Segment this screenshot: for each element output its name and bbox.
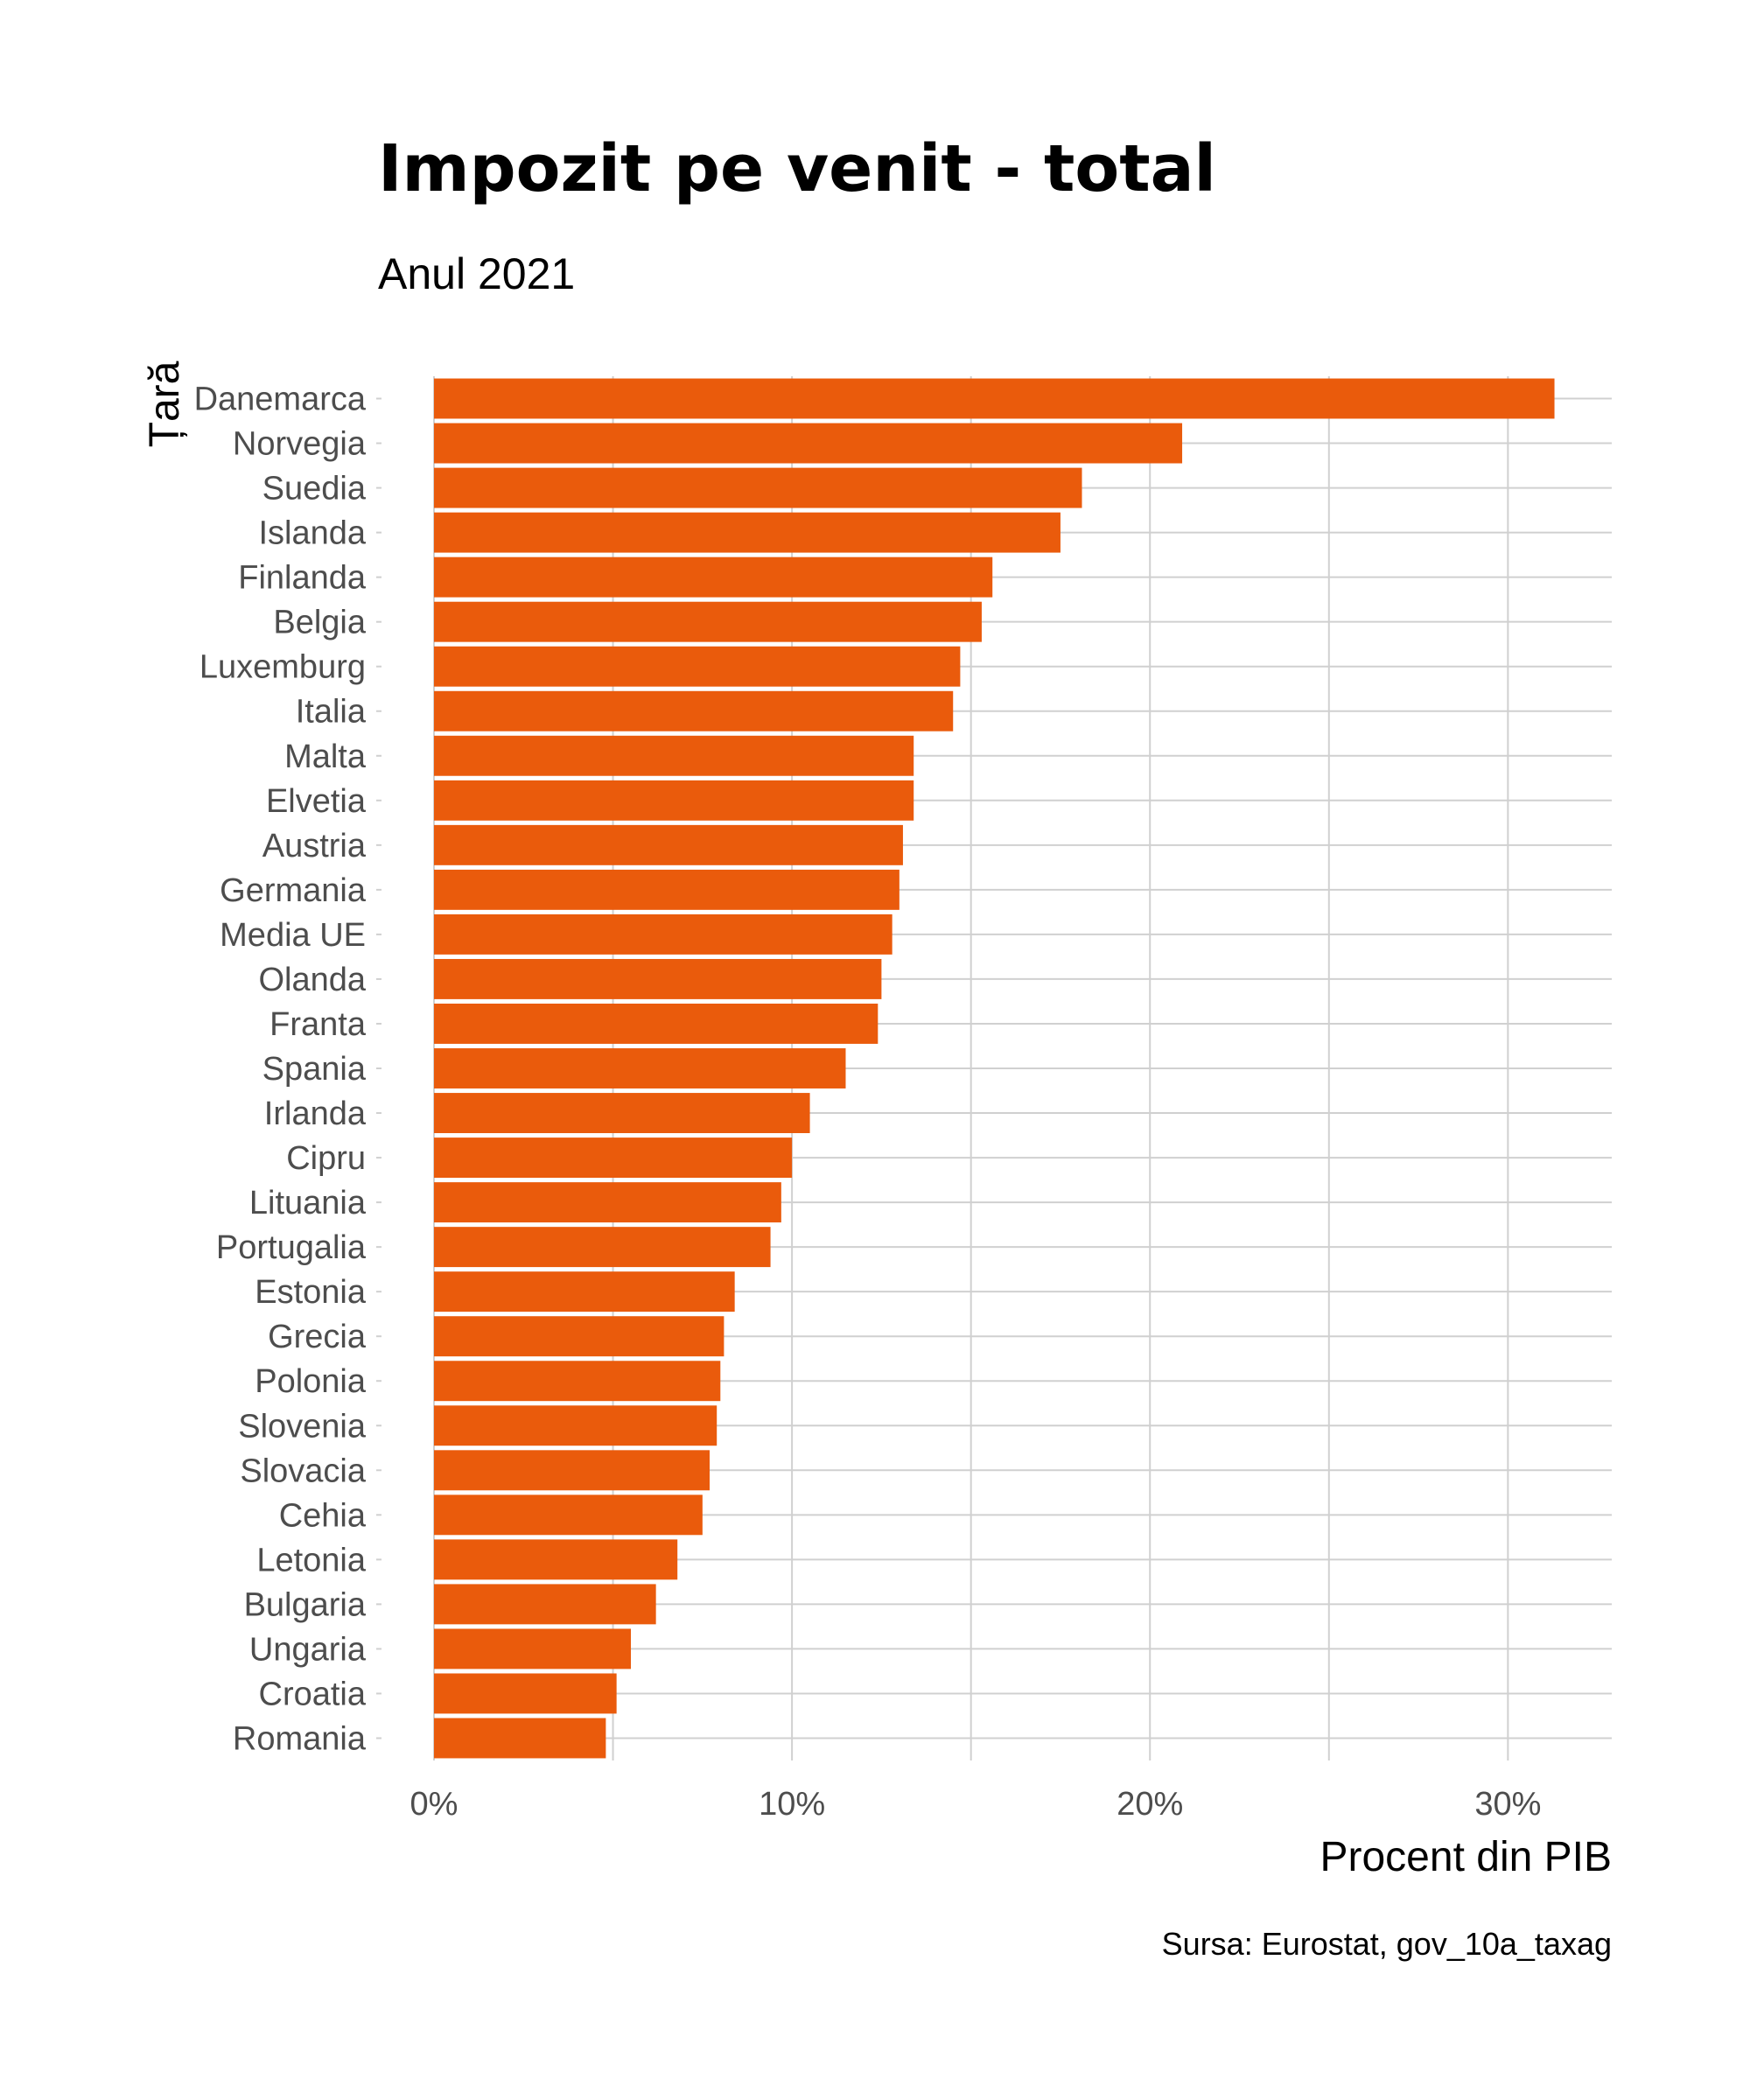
y-axis-title: Țară	[142, 360, 188, 447]
bar	[434, 1718, 606, 1759]
bar	[434, 646, 961, 687]
y-tick-label: Italia	[296, 694, 367, 731]
bar	[434, 1494, 703, 1536]
bar	[434, 1361, 721, 1402]
bar	[434, 512, 1060, 553]
y-tick-label: Lituania	[249, 1185, 367, 1222]
y-tick-label: Suedia	[262, 471, 367, 508]
bar	[434, 1539, 678, 1580]
y-tick-label: Olanda	[258, 962, 366, 998]
y-tick-label: Elvetia	[266, 783, 367, 820]
chart-title: Impozit pe venit - total	[378, 131, 1216, 206]
bar	[434, 1093, 810, 1133]
x-tick-label: 0%	[410, 1786, 458, 1823]
bar	[434, 1138, 793, 1179]
y-tick-label: Grecia	[268, 1319, 367, 1355]
bar	[434, 1628, 632, 1670]
y-tick-label: Slovacia	[240, 1452, 366, 1489]
bar	[434, 869, 900, 910]
y-tick-label: Slovenia	[238, 1408, 367, 1445]
y-tick-label: Spania	[262, 1051, 367, 1088]
y-tick-label: Bulgaria	[244, 1586, 367, 1623]
bar	[434, 601, 982, 642]
bar	[434, 1182, 781, 1223]
y-tick-label: Croatia	[259, 1676, 367, 1712]
bar	[434, 378, 1555, 419]
chart-subtitle: Anul 2021	[378, 249, 575, 298]
y-tick-label: Irlanda	[264, 1096, 367, 1132]
bar	[434, 914, 892, 955]
y-tick-label: Letonia	[256, 1542, 367, 1578]
bar	[434, 1450, 710, 1491]
y-tick-label: Luxemburg	[200, 649, 366, 686]
y-tick-label: Islanda	[258, 515, 366, 552]
bar	[434, 423, 1183, 464]
bar	[434, 690, 954, 732]
bar	[434, 735, 914, 776]
y-tick-label: Media UE	[220, 917, 366, 954]
y-tick-label: Romania	[233, 1720, 367, 1757]
y-tick-label: Cipru	[286, 1140, 366, 1177]
x-tick-label: 30%	[1474, 1786, 1541, 1823]
bar	[434, 1004, 878, 1044]
bar	[434, 1673, 617, 1714]
x-axis-title: Procent din PIB	[1320, 1834, 1612, 1880]
bar	[434, 467, 1082, 508]
bar	[434, 1584, 656, 1625]
bar	[434, 958, 882, 999]
chart-caption: Sursa: Eurostat, gov_10a_taxag	[1162, 1926, 1612, 1962]
y-tick-label: Cehia	[279, 1497, 367, 1534]
y-tick-label: Austria	[262, 828, 367, 864]
y-tick-labels: Danemarca Norvegia Suedia Islanda Finlanda Be…	[194, 382, 367, 1758]
bar	[434, 1316, 724, 1357]
y-tick-label: Finlanda	[238, 560, 367, 597]
y-tick-label: Ungaria	[249, 1631, 367, 1668]
x-tick-label: 10%	[759, 1786, 825, 1823]
bars	[434, 378, 1555, 1759]
y-tick-label: Malta	[284, 738, 367, 775]
bar	[434, 780, 914, 821]
y-tick-label: Germania	[220, 872, 367, 909]
bar	[434, 556, 993, 598]
bar	[434, 1048, 846, 1088]
y-tick-label: Belgia	[273, 605, 366, 641]
bar	[434, 1227, 771, 1268]
x-tick-label: 20%	[1116, 1786, 1183, 1823]
bar	[434, 1271, 735, 1312]
y-tick-label: Norvegia	[233, 426, 367, 463]
bar	[434, 1405, 718, 1446]
x-tick-labels: 0% 10% 20% 30%	[410, 1786, 1542, 1823]
y-tick-label: Franta	[270, 1006, 367, 1043]
y-tick-label: Portugalia	[216, 1229, 367, 1266]
y-tick-label: Polonia	[255, 1363, 367, 1400]
y-tick-label: Danemarca	[194, 382, 367, 418]
bar	[434, 824, 903, 865]
y-tick-label: Estonia	[255, 1274, 367, 1311]
